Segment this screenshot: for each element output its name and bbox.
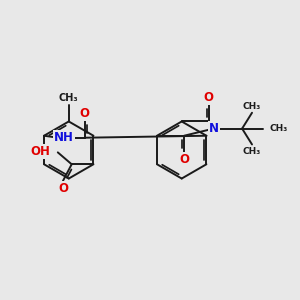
- Text: CH₃: CH₃: [59, 93, 79, 103]
- Text: O: O: [179, 153, 189, 167]
- Text: CH₃: CH₃: [243, 147, 261, 156]
- Text: CH₃: CH₃: [270, 124, 288, 133]
- Text: CH₃: CH₃: [243, 101, 261, 110]
- Text: N: N: [208, 122, 219, 135]
- Text: O: O: [58, 182, 68, 194]
- Text: O: O: [204, 91, 214, 104]
- Text: OH: OH: [30, 145, 50, 158]
- Text: O: O: [80, 106, 90, 120]
- Text: NH: NH: [54, 131, 74, 144]
